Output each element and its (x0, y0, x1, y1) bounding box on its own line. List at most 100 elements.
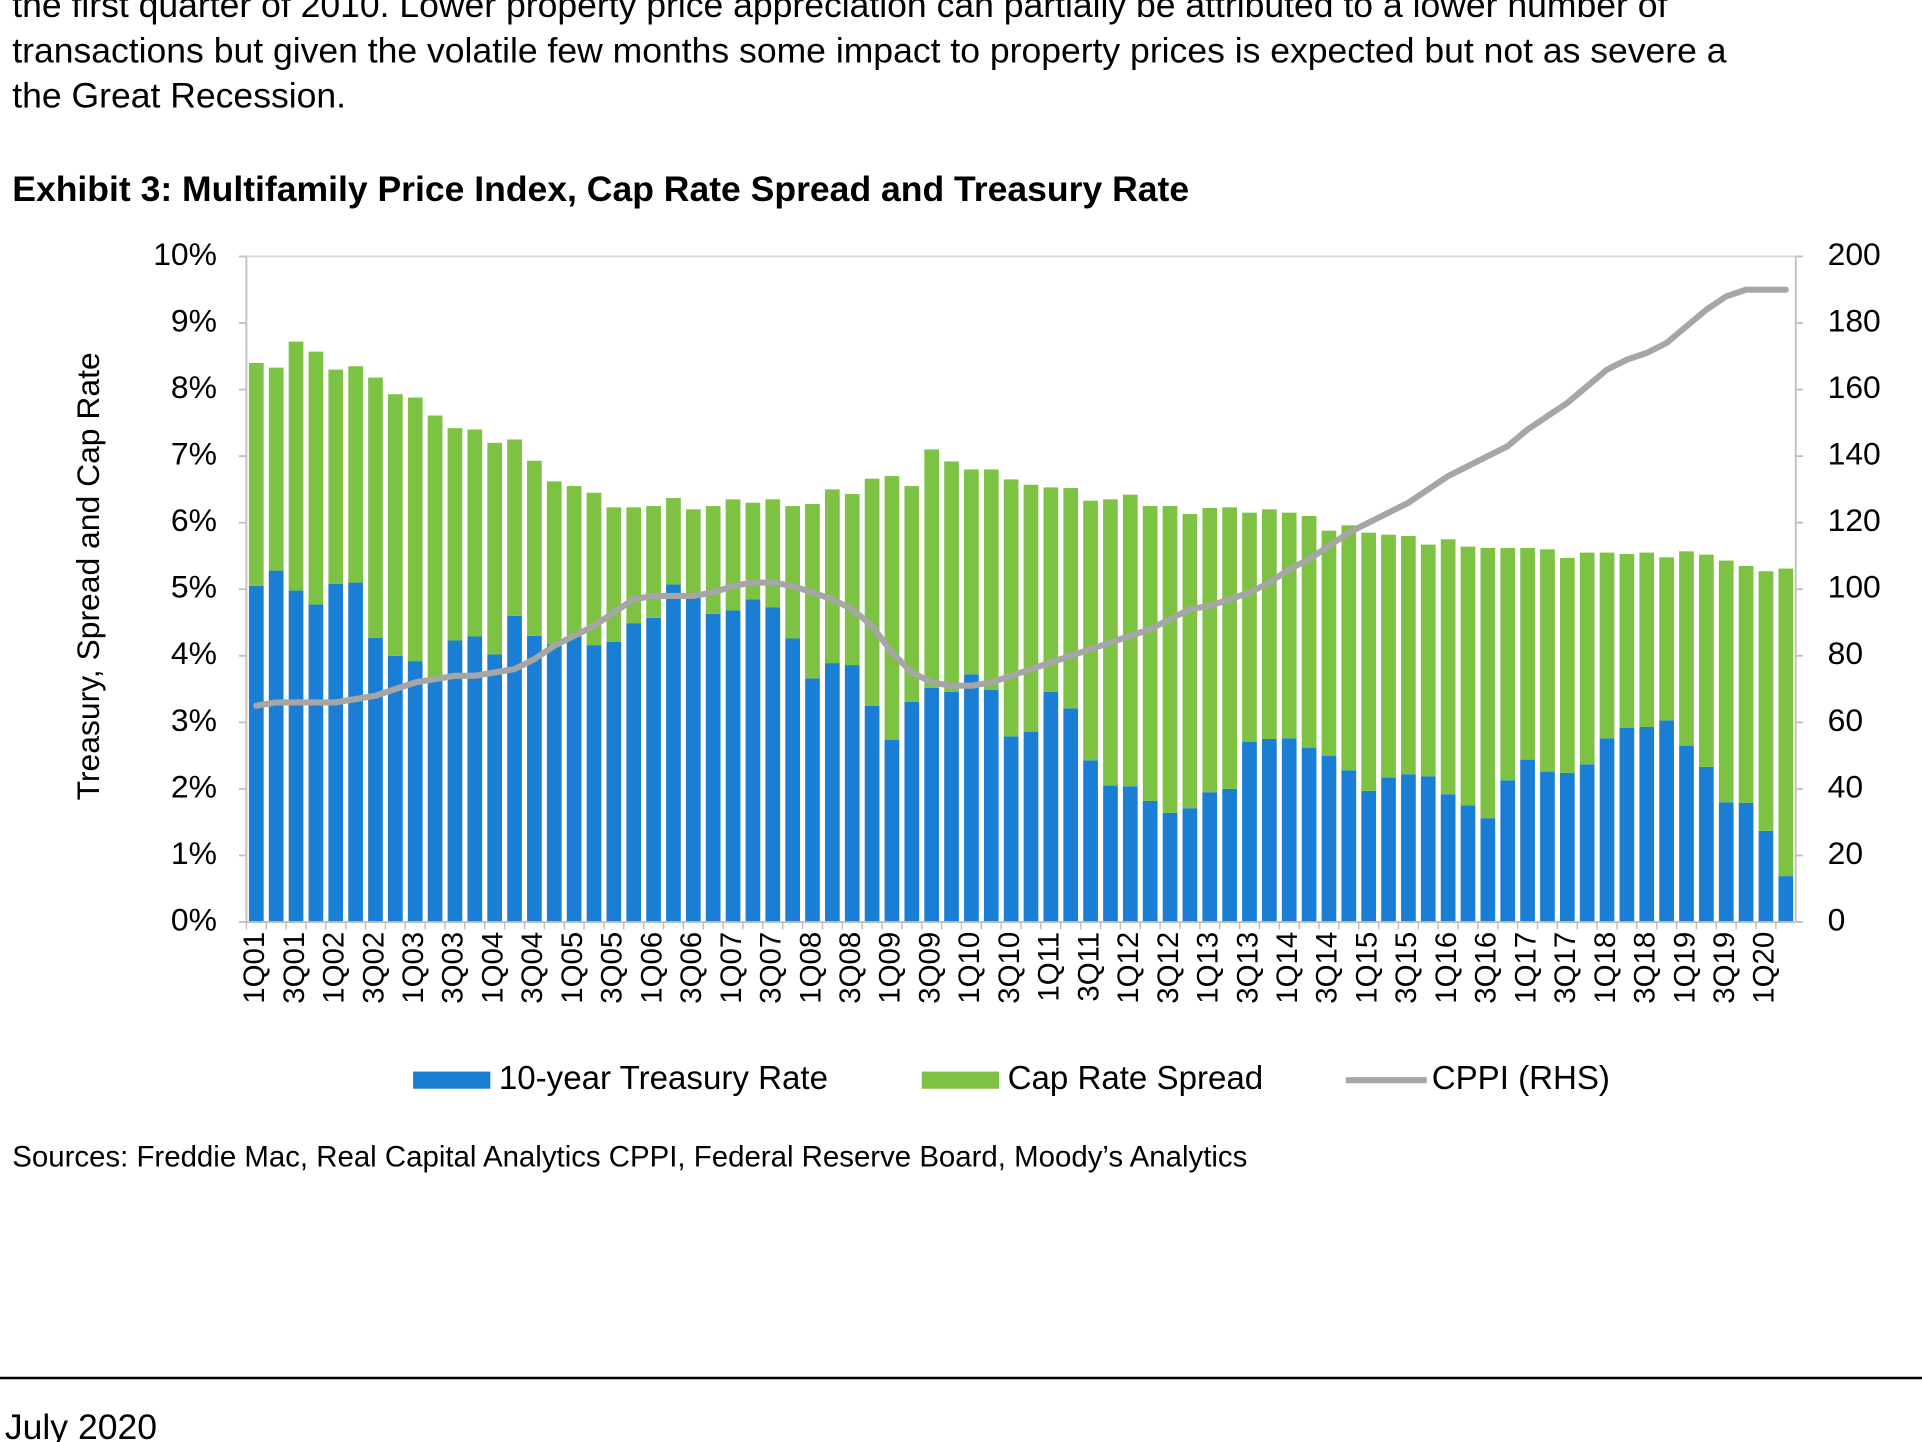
bar-segment (666, 498, 681, 585)
bar-segment (1142, 800, 1158, 923)
y-tick-label: 10% (153, 236, 217, 272)
bar-segment (944, 691, 959, 923)
bar-segment (1063, 708, 1079, 923)
bar-segment (248, 362, 264, 586)
bar-segment (566, 635, 582, 923)
bar-segment (964, 674, 979, 923)
bar-segment (765, 607, 781, 923)
y2-tick-label: 160 (1828, 369, 1881, 405)
bar-segment (1639, 727, 1655, 923)
x-tick-label: 1Q14 (1271, 932, 1304, 1004)
bar-segment (1122, 786, 1138, 923)
bar-segment (1540, 549, 1555, 772)
bar-segment (1262, 509, 1277, 739)
bar-segment (904, 486, 920, 702)
bar-segment (1500, 780, 1516, 923)
bar-segment (586, 492, 602, 646)
bar-segment (983, 689, 999, 923)
bar-segment (864, 705, 880, 923)
y2-tick-label: 20 (1828, 835, 1863, 871)
bar-segment (1242, 741, 1257, 923)
bar-segment (1420, 544, 1436, 777)
x-tick-label: 3Q13 (1231, 932, 1264, 1004)
bar-segment (1262, 738, 1277, 923)
bar-segment (1281, 738, 1297, 923)
bar-segment (1122, 494, 1138, 787)
bar-segment (1281, 512, 1297, 739)
bar-segment (407, 661, 423, 923)
x-tick-label: 3Q04 (516, 932, 549, 1004)
bar-segment (368, 377, 383, 638)
bar-segment (1758, 571, 1774, 831)
bar-segment (1202, 508, 1218, 793)
bar-segment (407, 397, 423, 662)
bar-segment (1778, 876, 1794, 923)
bar-segment (1460, 546, 1476, 806)
x-tick-label: 1Q20 (1748, 932, 1781, 1004)
x-tick-label: 3Q14 (1311, 932, 1344, 1004)
bar-segment (924, 449, 940, 688)
bar-segment (884, 739, 900, 923)
x-tick-label: 3Q03 (437, 932, 470, 1004)
bar-segment (1301, 747, 1317, 923)
bar-segment (328, 369, 344, 584)
bar-segment (626, 507, 642, 624)
bar-segment (1619, 553, 1635, 728)
bar-segment (1738, 802, 1754, 923)
y2-tick-label: 180 (1828, 302, 1881, 338)
bar-segment (1341, 770, 1357, 923)
bar-segment (1500, 547, 1516, 781)
bar-segment (745, 502, 761, 600)
chart-title: Exhibit 3: Multifamily Price Index, Cap … (12, 169, 1189, 209)
bar-segment (1023, 484, 1039, 732)
y-tick-label: 9% (171, 302, 217, 338)
bar-segment (983, 469, 999, 690)
bar-segment (268, 570, 284, 923)
body-text-line: the Great Recession. (12, 76, 346, 116)
bar-segment (606, 641, 622, 923)
bar-segment (1639, 552, 1655, 728)
bar-segment (825, 663, 840, 923)
bar-segment (1440, 794, 1456, 923)
y2-tick-label: 80 (1828, 635, 1863, 671)
bar-segment (884, 476, 900, 740)
bar-segment (1460, 805, 1476, 923)
body-text-line: the first quarter of 2010. Lower propert… (12, 0, 1667, 25)
bar-segment (1023, 731, 1039, 923)
x-tick-label: 3Q09 (913, 932, 946, 1004)
bar-segment (705, 506, 721, 614)
bar-segment (1758, 830, 1774, 923)
y2-tick-label: 120 (1828, 502, 1881, 538)
x-tick-label: 3Q02 (357, 932, 390, 1004)
y2-tick-label: 60 (1828, 702, 1863, 738)
bar-segment (1579, 552, 1595, 765)
y-tick-label: 7% (171, 436, 217, 472)
bar-segment (1083, 500, 1098, 761)
bar-segment (427, 415, 443, 682)
bar-segment (1162, 506, 1178, 813)
bar-segment (1202, 792, 1218, 923)
bar-segment (1361, 532, 1377, 791)
bar-segment (1381, 534, 1396, 778)
bar-segment (1699, 554, 1714, 767)
x-tick-label: 1Q02 (318, 932, 351, 1004)
bar-segment (904, 701, 920, 923)
bar-segment (328, 583, 344, 923)
bar-segment (1699, 766, 1714, 923)
x-tick-label: 1Q11 (1033, 932, 1066, 1002)
bar-segment (1341, 525, 1357, 771)
bar-segment (1619, 727, 1635, 923)
bar-segment (1401, 535, 1416, 775)
bar-segment (1083, 760, 1098, 923)
bar-segment (1301, 516, 1317, 748)
x-tick-label: 1Q13 (1192, 932, 1225, 1004)
bar-segment (1520, 759, 1535, 923)
source-note: Sources: Freddie Mac, Real Capital Analy… (12, 1140, 1247, 1173)
bar-segment (507, 615, 522, 923)
y2-tick-label: 140 (1828, 436, 1881, 472)
bar-segment (1063, 488, 1079, 709)
bar-segment (1440, 539, 1456, 795)
x-tick-label: 3Q07 (755, 932, 788, 1004)
bar-segment (308, 351, 324, 605)
bar-segment (1242, 512, 1257, 742)
